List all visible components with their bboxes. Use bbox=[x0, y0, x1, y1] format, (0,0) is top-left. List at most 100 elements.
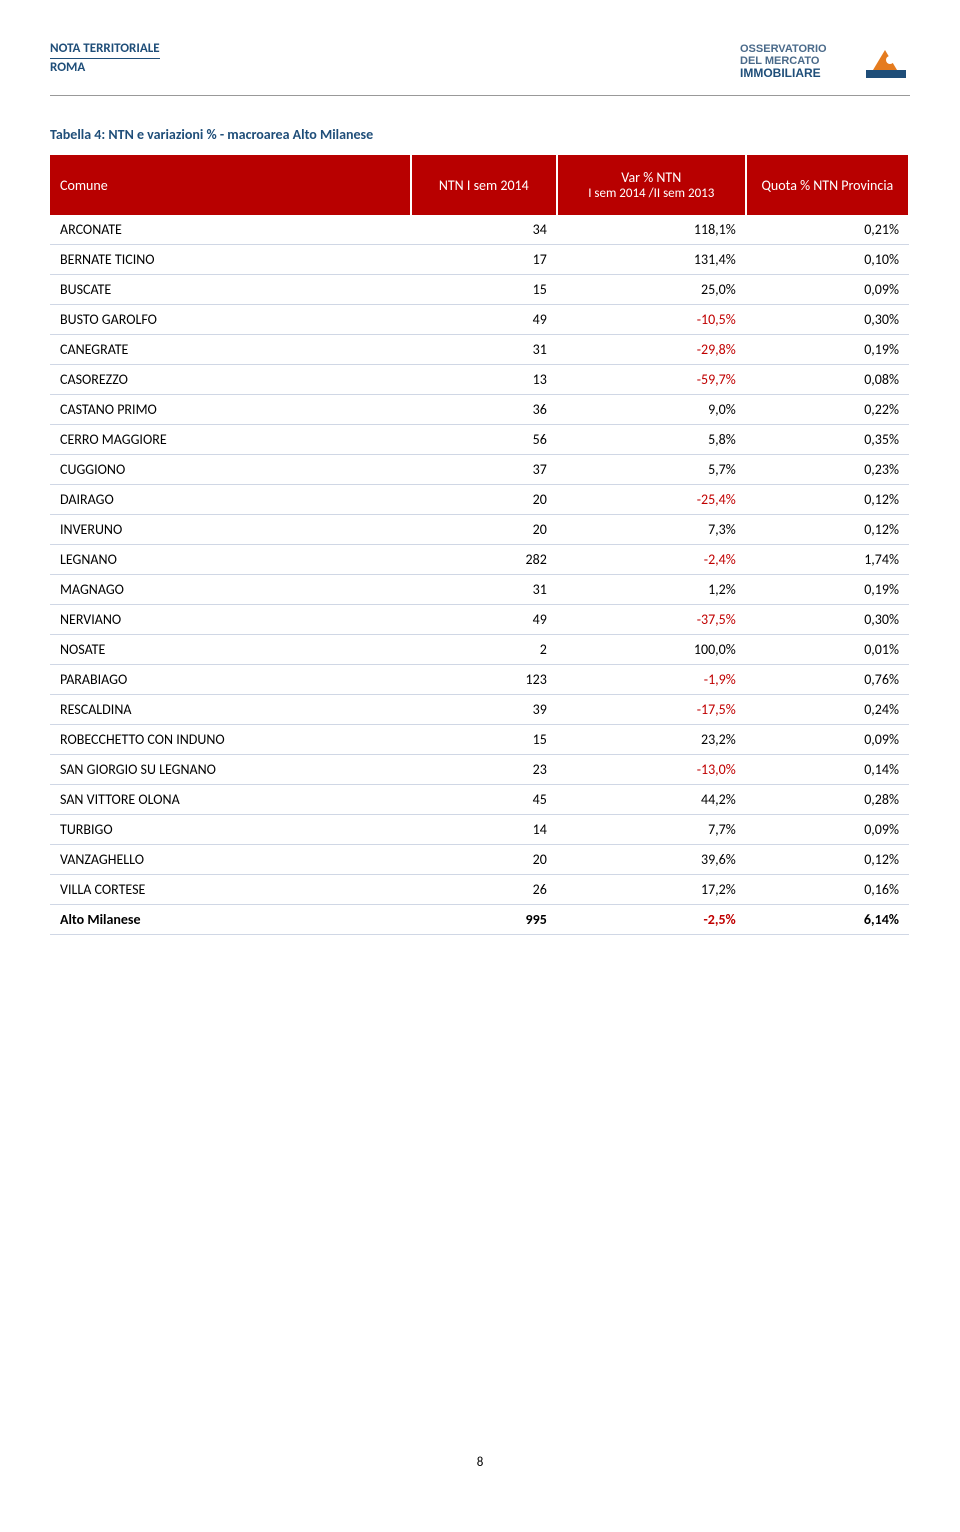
cell-var: 100,0% bbox=[557, 635, 746, 665]
cell-ntn: 45 bbox=[411, 785, 557, 815]
table-row: ROBECCHETTO CON INDUNO1523,2%0,09% bbox=[50, 725, 909, 755]
table-header-row: Comune NTN I sem 2014 Var % NTN I sem 20… bbox=[50, 155, 909, 215]
cell-ntn: 36 bbox=[411, 395, 557, 425]
cell-name: CANEGRATE bbox=[50, 335, 411, 365]
cell-var: 44,2% bbox=[557, 785, 746, 815]
table-row: BUSCATE1525,0%0,09% bbox=[50, 275, 909, 305]
cell-ntn: 34 bbox=[411, 215, 557, 245]
table-row: CERRO MAGGIORE565,8%0,35% bbox=[50, 425, 909, 455]
col-header-var: Var % NTN I sem 2014 /II sem 2013 bbox=[557, 155, 746, 215]
col-header-var-line1: Var % NTN bbox=[621, 169, 681, 186]
cell-quota: 0,09% bbox=[746, 725, 909, 755]
doc-title-line1: NOTA TERRITORIALE bbox=[50, 40, 160, 59]
table-row: PARABIAGO123-1,9%0,76% bbox=[50, 665, 909, 695]
cell-name: RESCALDINA bbox=[50, 695, 411, 725]
cell-var: 25,0% bbox=[557, 275, 746, 305]
cell-ntn: 20 bbox=[411, 845, 557, 875]
cell-ntn: 31 bbox=[411, 335, 557, 365]
cell-quota: 0,12% bbox=[746, 515, 909, 545]
cell-quota: 0,08% bbox=[746, 365, 909, 395]
cell-name: VILLA CORTESE bbox=[50, 875, 411, 905]
cell-var: 7,7% bbox=[557, 815, 746, 845]
cell-name: CUGGIONO bbox=[50, 455, 411, 485]
cell-quota: 0,35% bbox=[746, 425, 909, 455]
cell-ntn: 13 bbox=[411, 365, 557, 395]
table-row: RESCALDINA39-17,5%0,24% bbox=[50, 695, 909, 725]
doc-title-block: NOTA TERRITORIALE ROMA bbox=[50, 40, 160, 77]
cell-var: -2,5% bbox=[557, 905, 746, 935]
cell-var: -17,5% bbox=[557, 695, 746, 725]
cell-name: CASOREZZO bbox=[50, 365, 411, 395]
cell-name: NERVIANO bbox=[50, 605, 411, 635]
cell-name: BUSTO GAROLFO bbox=[50, 305, 411, 335]
cell-name: ROBECCHETTO CON INDUNO bbox=[50, 725, 411, 755]
cell-ntn: 15 bbox=[411, 275, 557, 305]
cell-ntn: 995 bbox=[411, 905, 557, 935]
data-table: Comune NTN I sem 2014 Var % NTN I sem 20… bbox=[50, 155, 910, 935]
cell-ntn: 39 bbox=[411, 695, 557, 725]
table-row: SAN GIORGIO SU LEGNANO23-13,0%0,14% bbox=[50, 755, 909, 785]
col-header-quota: Quota % NTN Provincia bbox=[746, 155, 909, 215]
cell-quota: 0,12% bbox=[746, 485, 909, 515]
cell-name: SAN VITTORE OLONA bbox=[50, 785, 411, 815]
cell-quota: 6,14% bbox=[746, 905, 909, 935]
cell-var: 118,1% bbox=[557, 215, 746, 245]
cell-var: -2,4% bbox=[557, 545, 746, 575]
logo-block: OSSERVATORIO DEL MERCATO IMMOBILIARE bbox=[740, 40, 910, 85]
cell-var: 131,4% bbox=[557, 245, 746, 275]
cell-name: LEGNANO bbox=[50, 545, 411, 575]
table-row: CANEGRATE31-29,8%0,19% bbox=[50, 335, 909, 365]
cell-ntn: 37 bbox=[411, 455, 557, 485]
cell-quota: 0,19% bbox=[746, 575, 909, 605]
cell-name: Alto Milanese bbox=[50, 905, 411, 935]
cell-var: -25,4% bbox=[557, 485, 746, 515]
table-row: NOSATE2100,0%0,01% bbox=[50, 635, 909, 665]
table-row: BERNATE TICINO17131,4%0,10% bbox=[50, 245, 909, 275]
cell-var: 17,2% bbox=[557, 875, 746, 905]
cell-quota: 0,12% bbox=[746, 845, 909, 875]
page-header: NOTA TERRITORIALE ROMA OSSERVATORIO DEL … bbox=[50, 40, 910, 85]
cell-var: 23,2% bbox=[557, 725, 746, 755]
cell-var: 39,6% bbox=[557, 845, 746, 875]
table-row: BUSTO GAROLFO49-10,5%0,30% bbox=[50, 305, 909, 335]
cell-quota: 0,09% bbox=[746, 275, 909, 305]
cell-quota: 0,14% bbox=[746, 755, 909, 785]
cell-var: -59,7% bbox=[557, 365, 746, 395]
cell-quota: 0,21% bbox=[746, 215, 909, 245]
table-body: ARCONATE34118,1%0,21%BERNATE TICINO17131… bbox=[50, 215, 909, 935]
cell-quota: 0,19% bbox=[746, 335, 909, 365]
table-row: INVERUNO207,3%0,12% bbox=[50, 515, 909, 545]
cell-var: -13,0% bbox=[557, 755, 746, 785]
cell-var: 1,2% bbox=[557, 575, 746, 605]
cell-name: DAIRAGO bbox=[50, 485, 411, 515]
table-row: VANZAGHELLO2039,6%0,12% bbox=[50, 845, 909, 875]
cell-quota: 0,01% bbox=[746, 635, 909, 665]
cell-ntn: 49 bbox=[411, 605, 557, 635]
svg-text:IMMOBILIARE: IMMOBILIARE bbox=[740, 66, 821, 80]
cell-name: CERRO MAGGIORE bbox=[50, 425, 411, 455]
table-row: TURBIGO147,7%0,09% bbox=[50, 815, 909, 845]
cell-quota: 0,22% bbox=[746, 395, 909, 425]
cell-name: SAN GIORGIO SU LEGNANO bbox=[50, 755, 411, 785]
cell-var: 5,7% bbox=[557, 455, 746, 485]
cell-name: BUSCATE bbox=[50, 275, 411, 305]
cell-name: VANZAGHELLO bbox=[50, 845, 411, 875]
cell-var: 5,8% bbox=[557, 425, 746, 455]
cell-quota: 0,30% bbox=[746, 605, 909, 635]
page-number: 8 bbox=[50, 1455, 910, 1470]
table-title: Tabella 4: NTN e variazioni % - macroare… bbox=[50, 126, 910, 143]
col-header-var-line2: I sem 2014 /II sem 2013 bbox=[568, 186, 735, 201]
cell-ntn: 20 bbox=[411, 515, 557, 545]
doc-title-line2: ROMA bbox=[50, 60, 85, 75]
cell-ntn: 31 bbox=[411, 575, 557, 605]
cell-var: -37,5% bbox=[557, 605, 746, 635]
cell-ntn: 56 bbox=[411, 425, 557, 455]
cell-ntn: 23 bbox=[411, 755, 557, 785]
table-row: CUGGIONO375,7%0,23% bbox=[50, 455, 909, 485]
header-divider bbox=[50, 95, 910, 96]
cell-var: 9,0% bbox=[557, 395, 746, 425]
cell-quota: 0,23% bbox=[746, 455, 909, 485]
cell-quota: 0,76% bbox=[746, 665, 909, 695]
cell-ntn: 14 bbox=[411, 815, 557, 845]
cell-var: 7,3% bbox=[557, 515, 746, 545]
